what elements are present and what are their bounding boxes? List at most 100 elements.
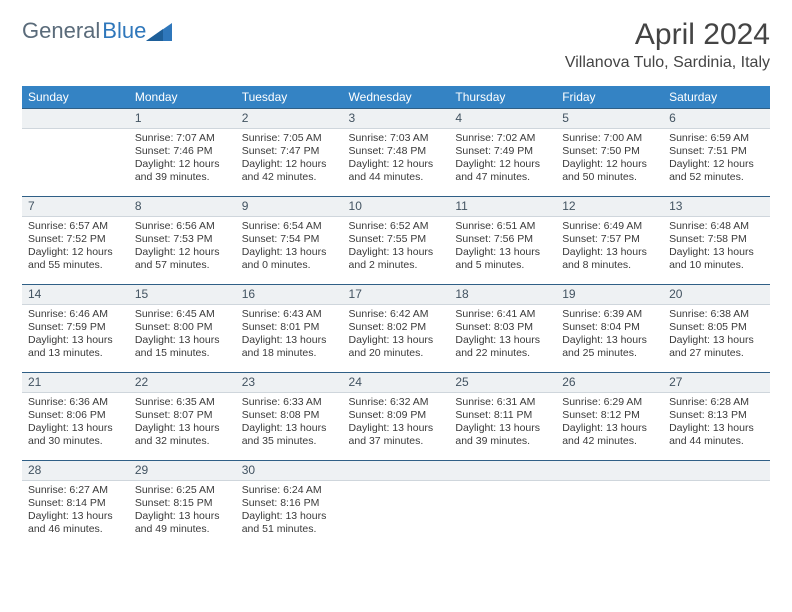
day-number: 8 xyxy=(129,196,236,217)
sunset-line: Sunset: 7:58 PM xyxy=(669,233,764,246)
daylight-line: Daylight: 12 hours and 52 minutes. xyxy=(669,158,764,184)
sunrise-line: Sunrise: 6:33 AM xyxy=(242,396,337,409)
daylight-line: Daylight: 13 hours and 32 minutes. xyxy=(135,422,230,448)
sunset-line: Sunset: 8:11 PM xyxy=(455,409,550,422)
sunset-line: Sunset: 8:09 PM xyxy=(349,409,444,422)
day-number: 3 xyxy=(343,108,450,129)
sunrise-line: Sunrise: 7:00 AM xyxy=(562,132,657,145)
daylight-line: Daylight: 13 hours and 2 minutes. xyxy=(349,246,444,272)
day-details: Sunrise: 6:51 AMSunset: 7:56 PMDaylight:… xyxy=(449,217,556,275)
daylight-line: Daylight: 13 hours and 15 minutes. xyxy=(135,334,230,360)
calendar-cell: 16Sunrise: 6:43 AMSunset: 8:01 PMDayligh… xyxy=(236,284,343,372)
calendar-week-row: 21Sunrise: 6:36 AMSunset: 8:06 PMDayligh… xyxy=(22,372,770,460)
day-number: 1 xyxy=(129,108,236,129)
sunset-line: Sunset: 8:15 PM xyxy=(135,497,230,510)
day-details: Sunrise: 7:07 AMSunset: 7:46 PMDaylight:… xyxy=(129,129,236,187)
calendar-cell: 12Sunrise: 6:49 AMSunset: 7:57 PMDayligh… xyxy=(556,196,663,284)
daylight-line: Daylight: 13 hours and 10 minutes. xyxy=(669,246,764,272)
calendar-cell: 22Sunrise: 6:35 AMSunset: 8:07 PMDayligh… xyxy=(129,372,236,460)
day-details: Sunrise: 6:38 AMSunset: 8:05 PMDaylight:… xyxy=(663,305,770,363)
calendar-cell: 5Sunrise: 7:00 AMSunset: 7:50 PMDaylight… xyxy=(556,108,663,196)
calendar-cell xyxy=(663,460,770,548)
sunrise-line: Sunrise: 6:39 AM xyxy=(562,308,657,321)
sunrise-line: Sunrise: 6:25 AM xyxy=(135,484,230,497)
calendar-week-row: 7Sunrise: 6:57 AMSunset: 7:52 PMDaylight… xyxy=(22,196,770,284)
day-details: Sunrise: 6:35 AMSunset: 8:07 PMDaylight:… xyxy=(129,393,236,451)
calendar-page: GeneralBlue April 2024 Villanova Tulo, S… xyxy=(0,0,792,558)
day-details: Sunrise: 6:33 AMSunset: 8:08 PMDaylight:… xyxy=(236,393,343,451)
day-number: 9 xyxy=(236,196,343,217)
day-details: Sunrise: 6:32 AMSunset: 8:09 PMDaylight:… xyxy=(343,393,450,451)
sunset-line: Sunset: 8:04 PM xyxy=(562,321,657,334)
daylight-line: Daylight: 13 hours and 42 minutes. xyxy=(562,422,657,448)
sunset-line: Sunset: 7:47 PM xyxy=(242,145,337,158)
sunset-line: Sunset: 7:53 PM xyxy=(135,233,230,246)
sunset-line: Sunset: 7:56 PM xyxy=(455,233,550,246)
calendar-cell xyxy=(22,108,129,196)
calendar-cell xyxy=(343,460,450,548)
weekday-header: Saturday xyxy=(663,86,770,108)
day-number: 22 xyxy=(129,372,236,393)
page-header: GeneralBlue April 2024 Villanova Tulo, S… xyxy=(22,18,770,72)
calendar-cell: 8Sunrise: 6:56 AMSunset: 7:53 PMDaylight… xyxy=(129,196,236,284)
day-details: Sunrise: 6:41 AMSunset: 8:03 PMDaylight:… xyxy=(449,305,556,363)
day-number: 30 xyxy=(236,460,343,481)
daylight-line: Daylight: 13 hours and 49 minutes. xyxy=(135,510,230,536)
day-number: 28 xyxy=(22,460,129,481)
weekday-header-row: Sunday Monday Tuesday Wednesday Thursday… xyxy=(22,86,770,108)
day-details: Sunrise: 6:59 AMSunset: 7:51 PMDaylight:… xyxy=(663,129,770,187)
sunrise-line: Sunrise: 6:42 AM xyxy=(349,308,444,321)
daylight-line: Daylight: 12 hours and 44 minutes. xyxy=(349,158,444,184)
daylight-line: Daylight: 13 hours and 44 minutes. xyxy=(669,422,764,448)
calendar-cell xyxy=(449,460,556,548)
sunrise-line: Sunrise: 7:05 AM xyxy=(242,132,337,145)
calendar-cell: 6Sunrise: 6:59 AMSunset: 7:51 PMDaylight… xyxy=(663,108,770,196)
day-details: Sunrise: 6:28 AMSunset: 8:13 PMDaylight:… xyxy=(663,393,770,451)
sunrise-line: Sunrise: 6:59 AM xyxy=(669,132,764,145)
day-details: Sunrise: 6:57 AMSunset: 7:52 PMDaylight:… xyxy=(22,217,129,275)
sunrise-line: Sunrise: 6:57 AM xyxy=(28,220,123,233)
day-details: Sunrise: 6:27 AMSunset: 8:14 PMDaylight:… xyxy=(22,481,129,539)
day-number: 7 xyxy=(22,196,129,217)
calendar-grid: Sunday Monday Tuesday Wednesday Thursday… xyxy=(22,86,770,548)
daylight-line: Daylight: 13 hours and 8 minutes. xyxy=(562,246,657,272)
day-details: Sunrise: 6:29 AMSunset: 8:12 PMDaylight:… xyxy=(556,393,663,451)
sunset-line: Sunset: 8:14 PM xyxy=(28,497,123,510)
day-number: 18 xyxy=(449,284,556,305)
day-number: 14 xyxy=(22,284,129,305)
sunset-line: Sunset: 7:46 PM xyxy=(135,145,230,158)
sunrise-line: Sunrise: 6:27 AM xyxy=(28,484,123,497)
sunset-line: Sunset: 8:08 PM xyxy=(242,409,337,422)
sunrise-line: Sunrise: 6:24 AM xyxy=(242,484,337,497)
calendar-cell: 29Sunrise: 6:25 AMSunset: 8:15 PMDayligh… xyxy=(129,460,236,548)
day-details: Sunrise: 7:03 AMSunset: 7:48 PMDaylight:… xyxy=(343,129,450,187)
sunset-line: Sunset: 8:07 PM xyxy=(135,409,230,422)
daylight-line: Daylight: 12 hours and 47 minutes. xyxy=(455,158,550,184)
sunset-line: Sunset: 7:48 PM xyxy=(349,145,444,158)
calendar-cell: 25Sunrise: 6:31 AMSunset: 8:11 PMDayligh… xyxy=(449,372,556,460)
sunrise-line: Sunrise: 6:43 AM xyxy=(242,308,337,321)
calendar-week-row: 28Sunrise: 6:27 AMSunset: 8:14 PMDayligh… xyxy=(22,460,770,548)
daylight-line: Daylight: 13 hours and 39 minutes. xyxy=(455,422,550,448)
calendar-cell: 18Sunrise: 6:41 AMSunset: 8:03 PMDayligh… xyxy=(449,284,556,372)
calendar-cell: 7Sunrise: 6:57 AMSunset: 7:52 PMDaylight… xyxy=(22,196,129,284)
calendar-cell: 14Sunrise: 6:46 AMSunset: 7:59 PMDayligh… xyxy=(22,284,129,372)
day-number: 10 xyxy=(343,196,450,217)
daylight-line: Daylight: 12 hours and 50 minutes. xyxy=(562,158,657,184)
sunset-line: Sunset: 7:51 PM xyxy=(669,145,764,158)
sunrise-line: Sunrise: 6:36 AM xyxy=(28,396,123,409)
daylight-line: Daylight: 12 hours and 39 minutes. xyxy=(135,158,230,184)
day-number: 27 xyxy=(663,372,770,393)
calendar-cell: 11Sunrise: 6:51 AMSunset: 7:56 PMDayligh… xyxy=(449,196,556,284)
day-details: Sunrise: 6:54 AMSunset: 7:54 PMDaylight:… xyxy=(236,217,343,275)
sunset-line: Sunset: 8:16 PM xyxy=(242,497,337,510)
daylight-line: Daylight: 13 hours and 5 minutes. xyxy=(455,246,550,272)
day-number: 12 xyxy=(556,196,663,217)
sunset-line: Sunset: 8:12 PM xyxy=(562,409,657,422)
sunrise-line: Sunrise: 6:32 AM xyxy=(349,396,444,409)
daylight-line: Daylight: 13 hours and 13 minutes. xyxy=(28,334,123,360)
sunrise-line: Sunrise: 6:31 AM xyxy=(455,396,550,409)
sunset-line: Sunset: 7:50 PM xyxy=(562,145,657,158)
sunset-line: Sunset: 8:05 PM xyxy=(669,321,764,334)
day-details: Sunrise: 6:24 AMSunset: 8:16 PMDaylight:… xyxy=(236,481,343,539)
